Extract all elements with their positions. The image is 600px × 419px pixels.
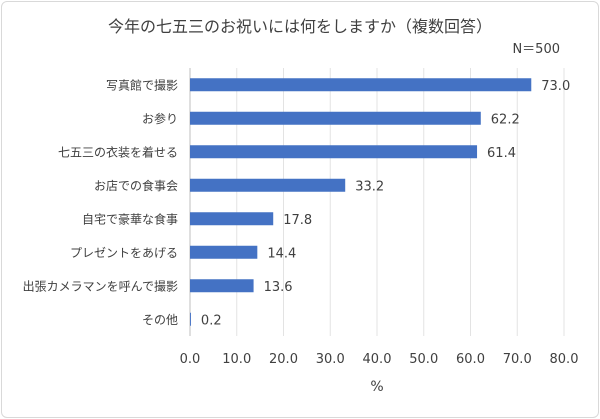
x-axis-label: % [370, 379, 383, 395]
chart-title: 今年の七五三のお祝いには何をしますか（複数回答） [108, 17, 492, 36]
data-label: 62.2 [491, 112, 520, 127]
bar [190, 212, 274, 226]
bar [190, 312, 191, 326]
data-label: 0.2 [201, 313, 222, 328]
x-tick-label: 20.0 [269, 352, 298, 367]
category-label: プレゼントをあげる [70, 246, 178, 260]
x-tick-label: 80.0 [550, 352, 579, 367]
category-label: お参り [142, 111, 178, 126]
bar [190, 111, 481, 125]
bar [190, 178, 346, 192]
bar [190, 279, 254, 293]
x-tick-label: 50.0 [409, 352, 438, 367]
category-label: 出張カメラマンを呼んで撮影 [23, 279, 178, 293]
category-label: その他 [142, 313, 178, 327]
bar [190, 245, 258, 259]
x-tick-label: 10.0 [222, 352, 251, 367]
bar [190, 145, 478, 159]
x-tick-label: 0.0 [180, 352, 201, 367]
data-label: 13.6 [264, 280, 293, 295]
x-tick-label: 40.0 [363, 352, 392, 367]
x-tick-label: 60.0 [456, 352, 485, 367]
data-label: 73.0 [541, 79, 570, 94]
data-label: 33.2 [355, 179, 384, 194]
x-tick-label: 30.0 [316, 352, 345, 367]
category-label: 七五三の衣装を着せる [58, 144, 178, 159]
category-label: お店での食事会 [94, 178, 178, 193]
data-label: 14.4 [267, 246, 296, 261]
category-label: 写真館で撮影 [106, 77, 178, 92]
data-label: 61.4 [487, 146, 516, 161]
x-tick-label: 70.0 [503, 352, 532, 367]
bar [190, 78, 532, 92]
sample-size: N＝500 [512, 42, 560, 57]
data-label: 17.8 [283, 213, 312, 228]
category-label: 自宅で豪華な食事 [82, 211, 178, 226]
